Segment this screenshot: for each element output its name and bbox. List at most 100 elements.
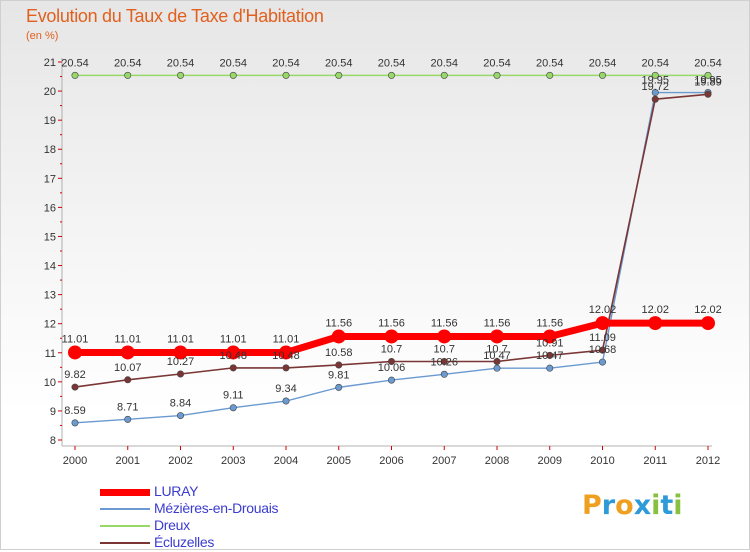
data-label-luray: 11.56 [536,317,563,329]
data-point-luray [542,329,557,344]
data-label-ecluzelles: 9.82 [64,369,85,381]
legend-label-mezieres: Mézières-en-Drouais [154,500,279,516]
y-tick-label: 8 [50,435,56,447]
data-label-ecluzelles: 19.72 [641,81,669,93]
data-label-mezieres: 19.95 [641,75,669,87]
data-label-dreux: 20.54 [536,57,564,69]
logo-letter: x [633,490,652,521]
y-tick-label: 14 [44,261,56,273]
logo-letter: i [673,490,683,521]
data-label-dreux: 20.54 [483,57,511,69]
x-tick-label: 2005 [327,455,351,467]
data-point-dreux [387,71,395,79]
data-label-luray: 11.01 [114,333,141,345]
data-point-mezieres [124,415,132,423]
data-point-dreux [493,71,501,79]
legend-label-luray: LURAY [154,483,199,499]
x-tick-label: 2001 [116,455,140,467]
data-point-ecluzelles [282,364,290,372]
data-point-mezieres [598,358,606,366]
y-tick-label: 18 [44,144,56,156]
data-point-ecluzelles [704,90,712,98]
data-point-dreux [177,71,185,79]
data-label-mezieres: 8.59 [64,405,85,417]
data-label-mezieres: 9.11 [223,390,244,402]
data-point-luray [173,345,188,360]
chart-unit-label: (en %) [26,30,59,42]
data-point-mezieres [493,364,501,372]
y-tick-label: 11 [45,348,56,360]
data-point-luray [648,316,663,331]
data-label-ecluzelles: 19.89 [694,76,722,88]
data-point-ecluzelles [229,364,237,372]
data-label-ecluzelles: 10.27 [167,356,195,368]
data-label-mezieres: 9.34 [275,383,296,395]
x-tick-label: 2008 [485,455,509,467]
data-label-ecluzelles: 10.48 [219,350,247,362]
data-point-dreux [229,71,237,79]
data-label-dreux: 20.54 [219,57,247,69]
data-point-luray [384,329,399,344]
data-point-luray [279,345,293,360]
data-point-ecluzelles [71,383,79,391]
data-point-luray [68,345,82,360]
data-label-mezieres: 19.95 [694,75,722,87]
data-label-luray: 11.01 [220,333,247,345]
data-label-luray: 12.02 [694,304,722,316]
data-point-luray [437,329,452,344]
x-tick-label: 2010 [590,455,614,467]
y-tick-label: 21 [44,57,56,69]
data-point-luray [120,345,135,360]
legend-swatch-ecluzelles [100,542,150,544]
data-point-ecluzelles [335,361,343,369]
y-tick-label: 19 [44,115,56,127]
x-tick-label: 2011 [643,455,667,467]
legend-label-ecluzelles: Écluzelles [154,534,215,550]
data-label-luray: 11.01 [62,333,89,345]
data-label-ecluzelles: 11.09 [589,332,616,344]
data-label-luray: 11.56 [484,317,511,329]
data-point-dreux [335,71,343,79]
data-label-mezieres: 10.47 [536,350,564,362]
data-point-ecluzelles [177,370,185,378]
data-label-dreux: 20.54 [694,57,722,69]
y-tick-label: 16 [44,202,56,214]
data-label-luray: 11.56 [378,317,405,329]
logo-letter: i [651,490,661,521]
data-point-mezieres [546,364,554,372]
data-point-ecluzelles [124,376,132,384]
data-label-ecluzelles: 10.07 [114,362,142,374]
logo-letter: o [615,490,634,521]
data-label-dreux: 20.54 [325,57,353,69]
data-point-dreux [546,71,554,79]
data-point-luray [226,345,241,360]
data-label-mezieres: 10.26 [430,356,458,368]
data-point-ecluzelles [651,95,659,103]
data-point-dreux [124,71,132,79]
data-label-dreux: 20.54 [61,57,89,69]
data-point-luray [701,316,715,331]
data-point-luray [595,316,610,331]
data-point-dreux [282,71,290,79]
data-label-dreux: 20.54 [114,57,142,69]
data-label-dreux: 20.54 [641,57,669,69]
data-label-dreux: 20.54 [430,57,458,69]
logo-letter: t [660,490,674,521]
data-point-luray [490,329,504,344]
x-tick-label: 2002 [168,455,192,467]
data-point-mezieres [335,383,343,391]
data-label-ecluzelles: 10.91 [536,337,564,349]
data-point-mezieres [229,404,237,412]
data-label-mezieres: 10.47 [483,350,511,362]
data-point-mezieres [440,370,448,378]
data-label-mezieres: 8.71 [117,401,138,413]
data-point-dreux [440,71,448,79]
legend-label-dreux: Dreux [154,517,190,533]
x-tick-label: 2003 [221,455,245,467]
y-tick-label: 10 [44,377,56,389]
y-tick-label: 15 [44,231,56,243]
data-label-ecluzelles: 10.7 [381,343,402,355]
data-point-ecluzelles [493,357,501,365]
